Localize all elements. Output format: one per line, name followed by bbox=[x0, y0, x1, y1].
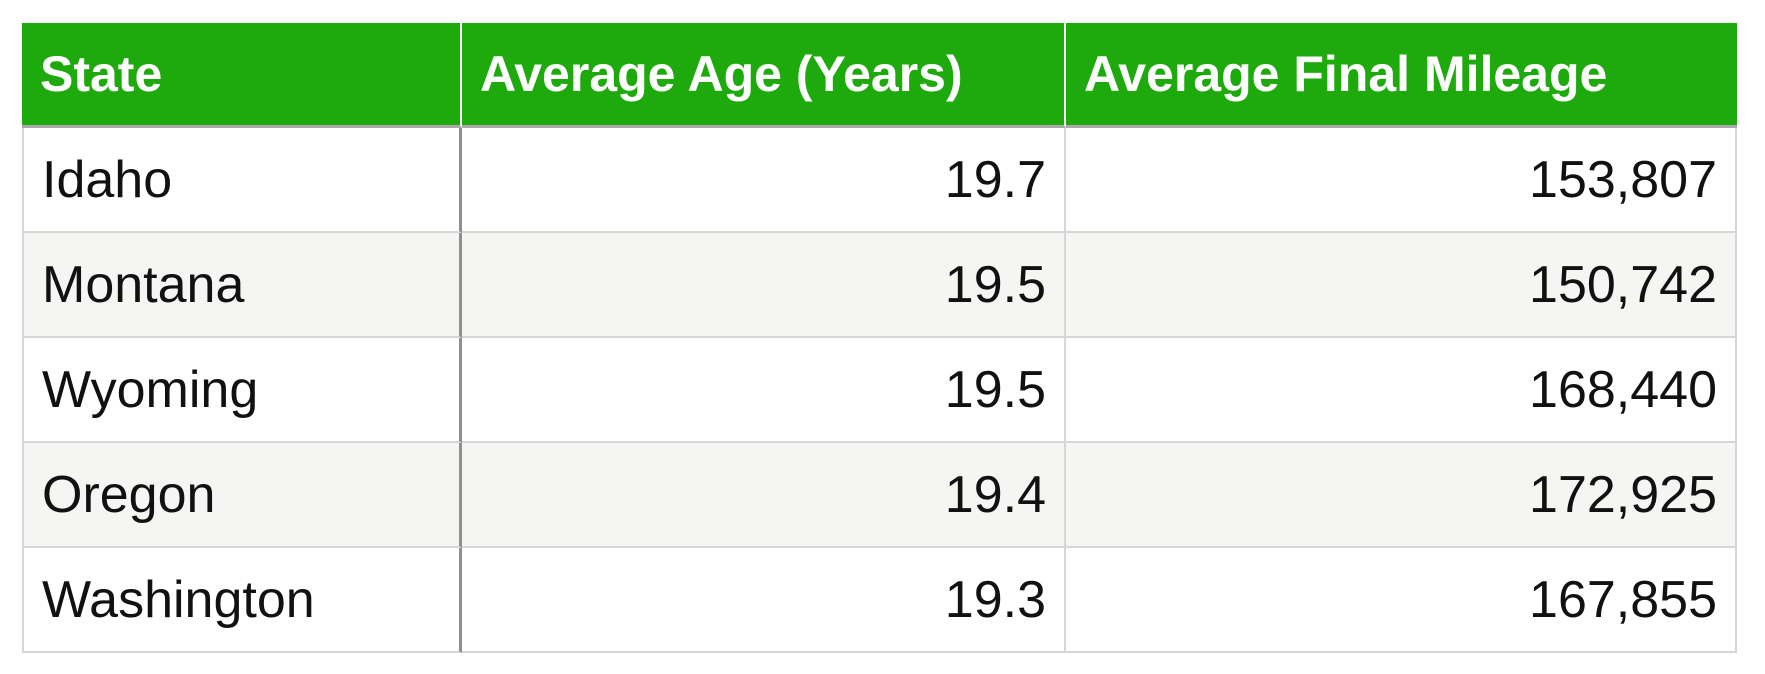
state-cell: Idaho bbox=[22, 128, 462, 233]
state-cell: Oregon bbox=[22, 443, 462, 548]
column-header-state: State bbox=[22, 23, 462, 128]
state-cell: Wyoming bbox=[22, 338, 462, 443]
average-age-cell: 19.5 bbox=[462, 233, 1066, 338]
state-cell: Washington bbox=[22, 548, 462, 653]
average-final-mileage-cell: 167,855 bbox=[1066, 548, 1737, 653]
data-table: State Average Age (Years) Average Final … bbox=[22, 23, 1737, 653]
average-final-mileage-cell: 172,925 bbox=[1066, 443, 1737, 548]
state-cell: Montana bbox=[22, 233, 462, 338]
average-final-mileage-cell: 150,742 bbox=[1066, 233, 1737, 338]
average-final-mileage-cell: 153,807 bbox=[1066, 128, 1737, 233]
average-age-cell: 19.7 bbox=[462, 128, 1066, 233]
average-age-cell: 19.3 bbox=[462, 548, 1066, 653]
column-header-average-age: Average Age (Years) bbox=[462, 23, 1066, 128]
average-age-cell: 19.4 bbox=[462, 443, 1066, 548]
average-final-mileage-cell: 168,440 bbox=[1066, 338, 1737, 443]
average-age-cell: 19.5 bbox=[462, 338, 1066, 443]
column-header-average-final-mileage: Average Final Mileage bbox=[1066, 23, 1737, 128]
